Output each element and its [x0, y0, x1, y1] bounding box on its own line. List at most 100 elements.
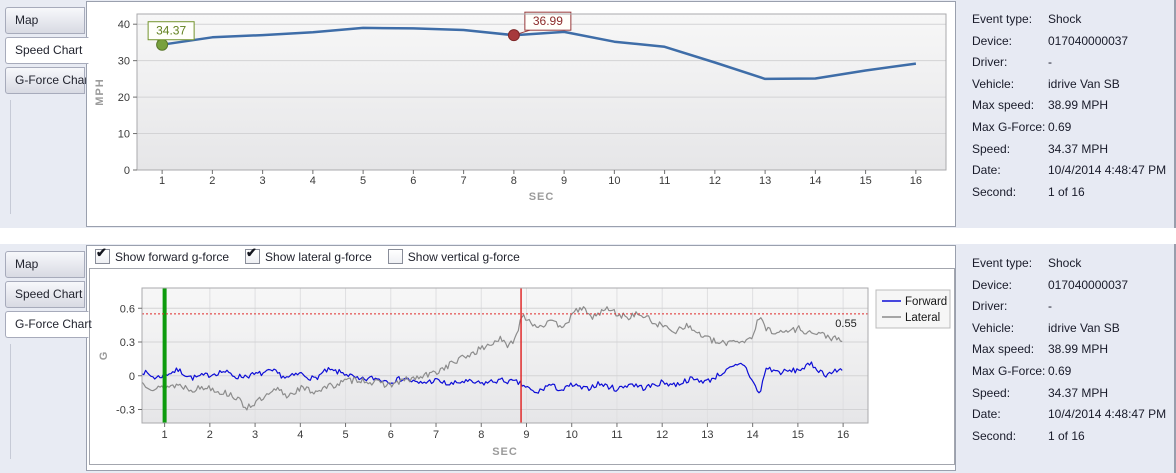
tab-speed-chart[interactable]: Speed Chart — [5, 37, 89, 64]
info-row: Vehicle: idrive Van SB — [972, 74, 1174, 96]
checkbox-show-lateral-gforce[interactable]: ✔ Show lateral g-force — [245, 246, 372, 264]
forward-series-line — [142, 361, 843, 394]
marker-point-0[interactable] — [156, 38, 169, 51]
info-row: Driver: - — [972, 52, 1174, 74]
x-tick-label: 15 — [792, 429, 804, 441]
tab-speed-chart[interactable]: Speed Chart — [5, 281, 85, 308]
info-value: Shock — [1048, 12, 1082, 26]
plot-area[interactable] — [142, 288, 868, 423]
y-tick-label: 0.3 — [120, 337, 135, 349]
x-tick-label: 9 — [561, 175, 567, 187]
info-label: Vehicle: — [972, 76, 1015, 91]
x-tick-label: 13 — [701, 429, 713, 441]
legend-label: Forward — [905, 296, 947, 308]
event-info-panel: Event type: Shock Device: 017040000037 Drive… — [958, 0, 1174, 228]
info-label: Date: — [972, 163, 1001, 178]
info-value: 38.99 MPH — [1048, 98, 1109, 113]
speed-chart-panel: Map Speed Chart G-Force Chart 34.37 36.99… — [0, 0, 1176, 228]
info-row: Date: 10/4/2014 4:48:47 PM — [972, 404, 1174, 426]
x-tick-label: 7 — [433, 429, 439, 441]
info-row: Max G-Force: 0.69 — [972, 361, 1174, 383]
checkbox-label: Show forward g-force — [115, 249, 230, 264]
checkbox-label: Show vertical g-force — [407, 249, 520, 264]
marker-label: 36.99 — [533, 14, 563, 28]
info-value: idrive Van SB — [1048, 320, 1120, 335]
checkbox-show-vertical-gforce[interactable]: Show vertical g-force — [387, 249, 520, 264]
x-tick-label: 2 — [209, 175, 215, 187]
x-tick-label: 9 — [523, 429, 529, 441]
y-tick-label: 0 — [129, 371, 135, 383]
x-tick-label: 5 — [342, 429, 348, 441]
info-value: 017040000037 — [1048, 33, 1129, 48]
info-value: 0.69 — [1048, 119, 1072, 134]
info-row: Speed: 34.37 MPH — [972, 139, 1174, 161]
marker-label-box — [524, 11, 572, 31]
info-row: Second: 1 of 16 — [972, 182, 1174, 204]
marker-label-box — [147, 21, 195, 41]
info-label: Vehicle: — [972, 320, 1015, 335]
y-tick-label: 0.6 — [120, 303, 135, 315]
x-tick-label: 10 — [608, 175, 620, 187]
info-value: 10/4/2014 4:48:47 PM — [1048, 163, 1167, 178]
x-tick-label: 1 — [162, 429, 168, 441]
checkbox-box[interactable]: ✔ — [245, 246, 261, 264]
marker-point-1[interactable] — [507, 29, 520, 42]
check-mark: ✔ — [96, 245, 107, 260]
x-tick-label: 4 — [297, 429, 303, 441]
info-label: Max G-Force: — [972, 119, 1046, 134]
info-label: Second: — [972, 428, 1017, 443]
event-info-panel: Event type: Shock Device: 017040000037 Drive… — [958, 244, 1174, 473]
info-row: Max speed: 38.99 MPH — [972, 339, 1174, 361]
y-tick-label: 20 — [118, 92, 130, 104]
y-tick-label: 0 — [124, 165, 130, 177]
info-value: idrive Van SB — [1048, 76, 1120, 91]
tab-gforce-chart[interactable]: G-Force Chart — [5, 67, 92, 94]
lateral-series-line — [142, 306, 843, 411]
x-tick-label: 12 — [709, 175, 721, 187]
x-tick-label: 6 — [410, 175, 416, 187]
info-value: 34.37 MPH — [1048, 141, 1109, 156]
y-tick-label: 40 — [118, 19, 130, 31]
plot-border — [136, 13, 947, 171]
speed-chart-container: 34.37 36.99 0 10 20 30 40 1 2 3 4 5 6 7 8 9 10 11 12 13 14 15… — [86, 1, 956, 227]
x-axis-title: SEC — [492, 446, 518, 458]
y-tick-label: 10 — [118, 129, 130, 141]
x-tick-label: 15 — [859, 175, 871, 187]
plot-border — [141, 287, 869, 424]
checkbox-show-forward-gforce[interactable]: ✔ Show forward g-force — [95, 245, 230, 264]
info-value: 1 of 16 — [1048, 428, 1085, 443]
info-value: 38.99 MPH — [1048, 342, 1109, 357]
info-label: Date: — [972, 407, 1001, 422]
y-axis-title: G — [98, 351, 110, 361]
tab-gforce-chart[interactable]: G-Force Chart — [5, 311, 92, 338]
y-tick-label: 30 — [118, 56, 130, 68]
info-row: Event type: Shock — [972, 253, 1174, 275]
gforce-chart[interactable]: 0.55-0.300.30.61 2 3 4 5 6 7 8 9 10 11 12 13 14 15 16SE… — [90, 269, 954, 464]
x-tick-label: 3 — [252, 429, 258, 441]
info-row: Device: 017040000037 — [972, 275, 1174, 297]
legend-label: Lateral — [905, 312, 940, 324]
gforce-chart-panel: Map Speed Chart G-Force Chart ✔ Show for… — [0, 244, 1176, 473]
info-label: Driver: — [972, 55, 1008, 70]
x-tick-label: 2 — [207, 429, 213, 441]
info-label: Device: — [972, 33, 1013, 48]
tab-map[interactable]: Map — [5, 251, 85, 278]
x-tick-label: 6 — [388, 429, 394, 441]
info-value: - — [1048, 55, 1052, 70]
x-tick-label: 10 — [566, 429, 578, 441]
info-value: 1 of 16 — [1048, 184, 1085, 199]
info-label: Device: — [972, 277, 1013, 292]
x-tick-label: 1 — [159, 175, 165, 187]
info-row: Date: 10/4/2014 4:48:47 PM — [972, 160, 1174, 182]
marker-label: 34.37 — [156, 24, 186, 38]
checkbox-box[interactable]: ✔ — [95, 245, 110, 264]
legend-box — [875, 289, 951, 329]
x-tick-label: 14 — [747, 429, 759, 441]
info-row: Max G-Force: 0.69 — [972, 117, 1174, 139]
checkbox-box[interactable] — [387, 249, 403, 264]
tab-map[interactable]: Map — [5, 7, 85, 34]
y-tick-label: -0.3 — [116, 405, 135, 417]
threshold-label: 0.55 — [835, 318, 856, 330]
plot-area[interactable] — [137, 14, 946, 170]
